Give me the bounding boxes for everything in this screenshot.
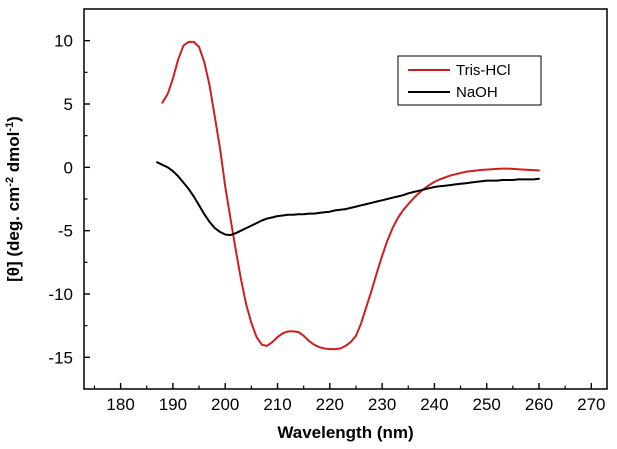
- series-line-1: [161, 40, 540, 351]
- series-line-2: [156, 161, 540, 237]
- y-axis-title-prefix: [θ] (deg. cm: [4, 187, 23, 282]
- y-axis-title: [θ] (deg. cm-2 dmol-1): [4, 116, 23, 282]
- x-axis-ticks: 180 190 200 210 220 230 240 250 260 270: [93, 383, 605, 414]
- y-tick-label: -5: [58, 222, 73, 241]
- y-tick-label: 10: [54, 32, 73, 51]
- x-tick-label: 200: [211, 395, 239, 414]
- x-tick-label: 190: [159, 395, 187, 414]
- y-tick-label: 5: [64, 95, 73, 114]
- x-tick-label: 230: [368, 395, 396, 414]
- y-tick-label: 0: [64, 158, 73, 177]
- legend-label-1: Tris-HCl: [456, 62, 510, 79]
- x-tick-label: 250: [473, 395, 501, 414]
- x-tick-label: 210: [263, 395, 291, 414]
- y-axis-title-suffix: ): [4, 116, 23, 122]
- series-lines: [156, 40, 540, 351]
- x-axis-title: Wavelength (nm): [277, 423, 413, 442]
- x-tick-label: 240: [420, 395, 448, 414]
- y-axis-title-middle: dmol: [4, 132, 23, 177]
- x-tick-label: 180: [106, 395, 134, 414]
- legend-label-2: NaOH: [456, 84, 498, 101]
- y-axis-title-exponent-1: -2: [4, 177, 16, 187]
- legend-box: [397, 55, 542, 106]
- legend: Tris-HCl NaOH: [397, 55, 542, 106]
- x-tick-label: 220: [316, 395, 344, 414]
- y-tick-label: -15: [48, 348, 73, 367]
- y-axis-title-exponent-2: -1: [4, 122, 16, 132]
- x-tick-label: 270: [577, 395, 605, 414]
- y-tick-label: -10: [48, 285, 73, 304]
- x-tick-label: 260: [525, 395, 553, 414]
- y-axis-ticks: -15 -10 -5 0 5 10: [48, 32, 90, 367]
